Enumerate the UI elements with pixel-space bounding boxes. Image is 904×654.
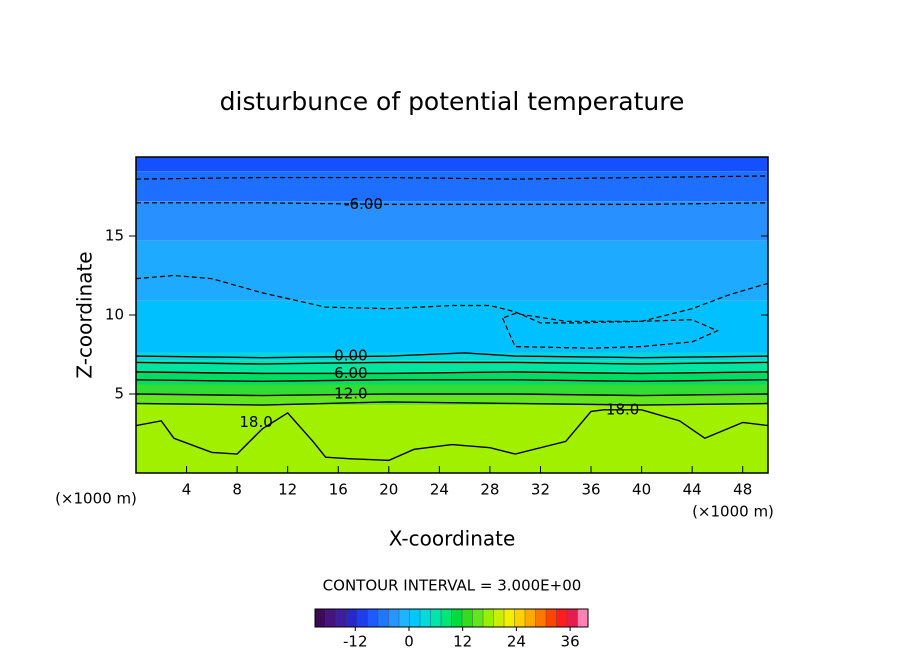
colorbar-swatch bbox=[503, 608, 516, 628]
colorbar-swatch bbox=[451, 608, 463, 628]
colorbar-tick-label: 36 bbox=[561, 633, 580, 651]
y-tick-label: 5 bbox=[114, 385, 124, 403]
contour-line bbox=[136, 361, 768, 365]
x-tick-label: 16 bbox=[329, 481, 348, 499]
band bbox=[136, 384, 768, 396]
colorbar-swatch bbox=[524, 608, 537, 628]
y-tick-label: 15 bbox=[105, 227, 124, 245]
colorbar-swatch bbox=[388, 608, 400, 628]
contour-label: 12.0 bbox=[334, 385, 367, 403]
x-tick-label: 36 bbox=[581, 481, 600, 499]
colorbar-swatch bbox=[545, 608, 558, 628]
contour-line bbox=[136, 393, 768, 397]
colorbar-swatch bbox=[556, 608, 568, 628]
contour-line bbox=[136, 371, 768, 375]
band bbox=[136, 360, 768, 372]
contour-line bbox=[502, 312, 719, 349]
colorbar-tick-label: -12 bbox=[343, 633, 368, 651]
contour-line bbox=[136, 175, 768, 180]
band bbox=[136, 405, 768, 473]
band bbox=[136, 201, 768, 241]
colorbar-swatch bbox=[325, 608, 337, 628]
y-axis-title: Z-coordinate bbox=[73, 251, 97, 378]
contour-label: 6.00 bbox=[334, 364, 367, 382]
contour-label: -6.00 bbox=[344, 195, 383, 213]
x-axis-title: X-coordinate bbox=[389, 527, 516, 551]
x-unit-label: (×1000 m) bbox=[692, 503, 774, 521]
chart-title: disturbunce of potential temperature bbox=[220, 87, 685, 116]
colorbar-swatch bbox=[577, 608, 589, 628]
colorbar-swatch bbox=[335, 608, 348, 628]
x-tick-label: 4 bbox=[182, 481, 192, 499]
x-tick-label: 24 bbox=[430, 481, 449, 499]
contour-lines bbox=[136, 175, 768, 462]
colorbar-swatch bbox=[535, 608, 547, 628]
colorbar-swatch bbox=[566, 608, 579, 628]
colorbar-swatch bbox=[377, 608, 390, 628]
colorbar-swatch bbox=[493, 608, 505, 628]
band bbox=[136, 371, 768, 385]
colorbar-tick-label: 0 bbox=[404, 633, 414, 651]
colorbar-swatch bbox=[409, 608, 421, 628]
contour-line bbox=[136, 274, 768, 324]
contour-line bbox=[136, 409, 768, 462]
contour-label: 18.0 bbox=[606, 400, 639, 418]
x-unit-label: (×1000 m) bbox=[55, 490, 137, 508]
band bbox=[136, 395, 768, 406]
band bbox=[136, 300, 768, 353]
colorbar-tick-label: 24 bbox=[507, 633, 526, 651]
colorbar-swatch bbox=[430, 608, 442, 628]
band bbox=[136, 240, 768, 301]
x-tick-label: 40 bbox=[632, 481, 651, 499]
contour-interval: CONTOUR INTERVAL = 3.000E+00 bbox=[323, 577, 582, 595]
colorbar-swatch bbox=[356, 608, 369, 628]
colorbar-swatch bbox=[346, 608, 358, 628]
contour-line bbox=[136, 401, 768, 406]
band bbox=[136, 157, 768, 172]
x-tick-label: 8 bbox=[232, 481, 242, 499]
band bbox=[136, 171, 768, 202]
colorbar-swatch bbox=[461, 608, 474, 628]
colorbar-swatch bbox=[440, 608, 453, 628]
colorbar-swatch bbox=[514, 608, 526, 628]
colorbar-swatch bbox=[482, 608, 495, 628]
x-tick-label: 44 bbox=[683, 481, 702, 499]
colorbar-swatch bbox=[472, 608, 484, 628]
colorbar-tick-label: 12 bbox=[453, 633, 472, 651]
x-tick-label: 48 bbox=[733, 481, 752, 499]
x-tick-label: 28 bbox=[480, 481, 499, 499]
band bbox=[136, 352, 768, 361]
contour-line bbox=[136, 352, 768, 359]
x-tick-label: 12 bbox=[278, 481, 297, 499]
y-tick-label: 10 bbox=[105, 306, 124, 324]
colorbar-swatch bbox=[419, 608, 432, 628]
contour-line bbox=[136, 202, 768, 205]
x-tick-label: 20 bbox=[379, 481, 398, 499]
contour-label: 0.00 bbox=[334, 347, 367, 365]
colorbar-swatch bbox=[367, 608, 379, 628]
x-tick-label: 32 bbox=[531, 481, 550, 499]
colorbar-frame bbox=[314, 608, 589, 628]
contour-label: 18.0 bbox=[239, 413, 272, 431]
colorbar-swatch bbox=[398, 608, 411, 628]
colorbar-swatch bbox=[314, 608, 327, 628]
contour-line bbox=[136, 379, 768, 383]
